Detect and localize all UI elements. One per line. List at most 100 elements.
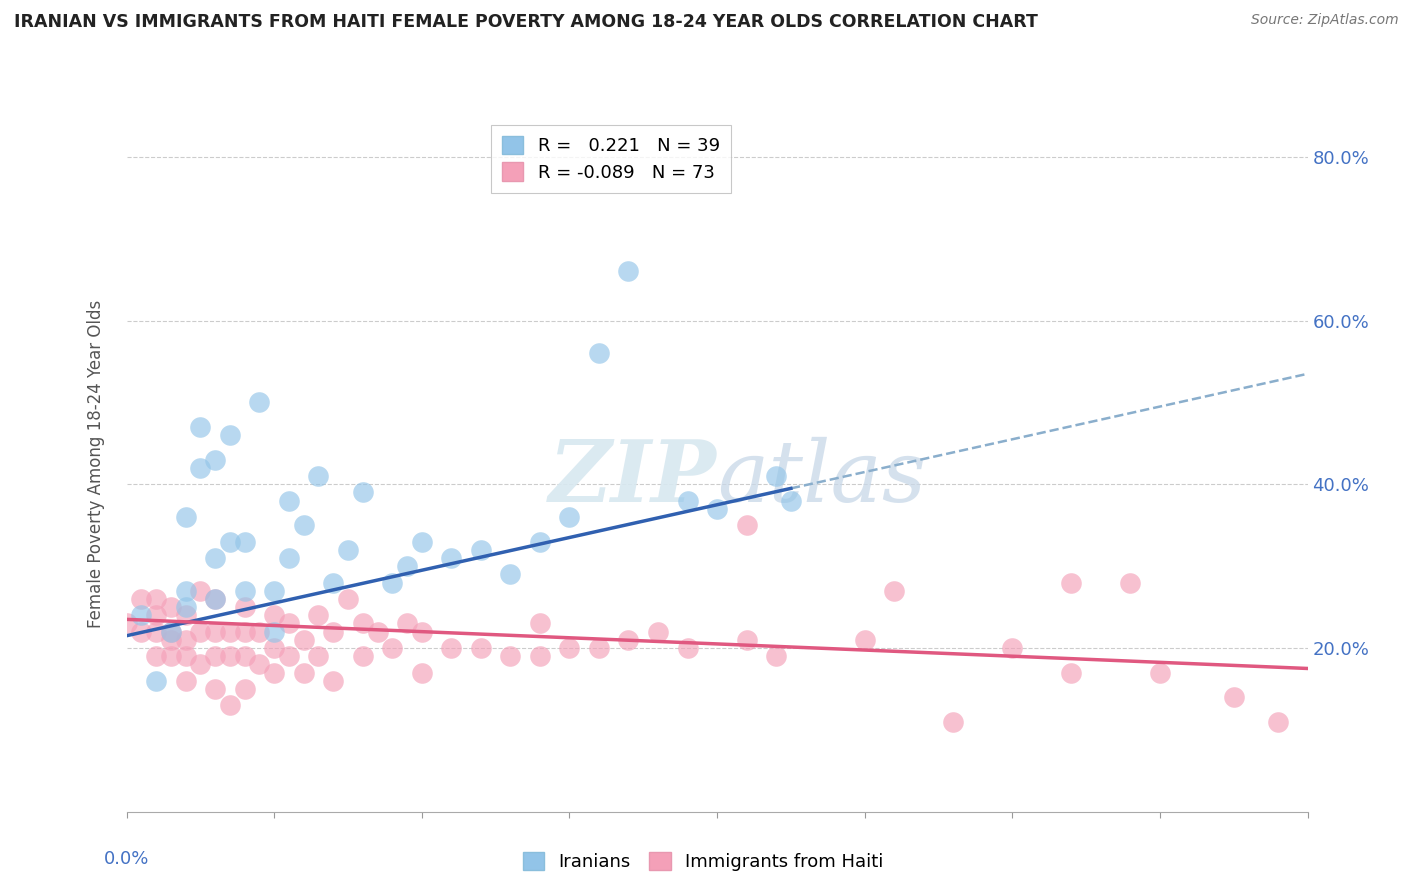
Point [617,632,640,647]
Point [219,534,242,549]
Point [219,624,242,639]
Point [853,632,876,647]
Point [247,624,270,639]
Point [233,681,256,696]
Point [647,624,669,639]
Point [174,600,197,615]
Point [204,649,226,664]
Point [529,649,551,664]
Point [159,632,183,647]
Point [204,591,226,606]
Point [337,542,360,557]
Point [411,534,433,549]
Point [129,624,153,639]
Point [337,591,360,606]
Point [174,673,197,688]
Point [381,575,404,590]
Point [204,681,226,696]
Point [292,632,315,647]
Point [278,616,301,631]
Point [159,649,183,664]
Point [322,624,344,639]
Point [145,649,167,664]
Point [292,665,315,680]
Point [588,346,610,360]
Point [1149,665,1171,680]
Point [735,632,758,647]
Point [322,575,344,590]
Point [159,624,183,639]
Point [440,640,463,655]
Text: IRANIAN VS IMMIGRANTS FROM HAITI FEMALE POVERTY AMONG 18-24 YEAR OLDS CORRELATIO: IRANIAN VS IMMIGRANTS FROM HAITI FEMALE … [14,13,1038,31]
Point [145,591,167,606]
Point [233,583,256,598]
Point [1060,575,1083,590]
Point [233,600,256,615]
Point [352,649,374,664]
Point [1119,575,1142,590]
Point [204,624,226,639]
Point [411,665,433,680]
Point [188,461,211,475]
Point [247,657,270,672]
Point [219,428,242,442]
Point [129,608,153,623]
Point [1060,665,1083,680]
Point [204,452,226,467]
Point [1001,640,1024,655]
Point [440,551,463,566]
Point [617,264,640,278]
Point [588,640,610,655]
Point [735,518,758,533]
Point [145,608,167,623]
Point [366,624,388,639]
Legend: R =   0.221   N = 39, R = -0.089   N = 73: R = 0.221 N = 39, R = -0.089 N = 73 [491,125,731,193]
Point [883,583,905,598]
Point [188,420,211,434]
Point [159,600,183,615]
Point [219,698,242,713]
Y-axis label: Female Poverty Among 18-24 Year Olds: Female Poverty Among 18-24 Year Olds [87,300,105,628]
Point [159,624,183,639]
Point [307,469,329,483]
Point [145,624,167,639]
Point [278,649,301,664]
Point [1222,690,1246,705]
Point [263,624,285,639]
Point [247,395,270,409]
Point [706,501,728,516]
Point [765,469,787,483]
Point [676,640,699,655]
Point [204,551,226,566]
Point [145,673,167,688]
Point [292,518,315,533]
Point [233,649,256,664]
Point [499,649,522,664]
Point [174,583,197,598]
Point [381,640,404,655]
Text: 0.0%: 0.0% [104,850,149,868]
Point [188,657,211,672]
Point [174,608,197,623]
Point [352,616,374,631]
Point [529,534,551,549]
Point [411,624,433,639]
Point [263,583,285,598]
Point [765,649,787,664]
Point [1267,714,1289,729]
Point [676,493,699,508]
Point [558,640,581,655]
Point [233,624,256,639]
Point [396,616,419,631]
Point [307,649,329,664]
Point [174,632,197,647]
Point [263,665,285,680]
Text: atlas: atlas [717,436,927,519]
Point [263,640,285,655]
Point [278,493,301,508]
Point [322,673,344,688]
Point [779,493,801,508]
Point [188,624,211,639]
Legend: Iranians, Immigrants from Haiti: Iranians, Immigrants from Haiti [516,845,890,879]
Point [188,583,211,598]
